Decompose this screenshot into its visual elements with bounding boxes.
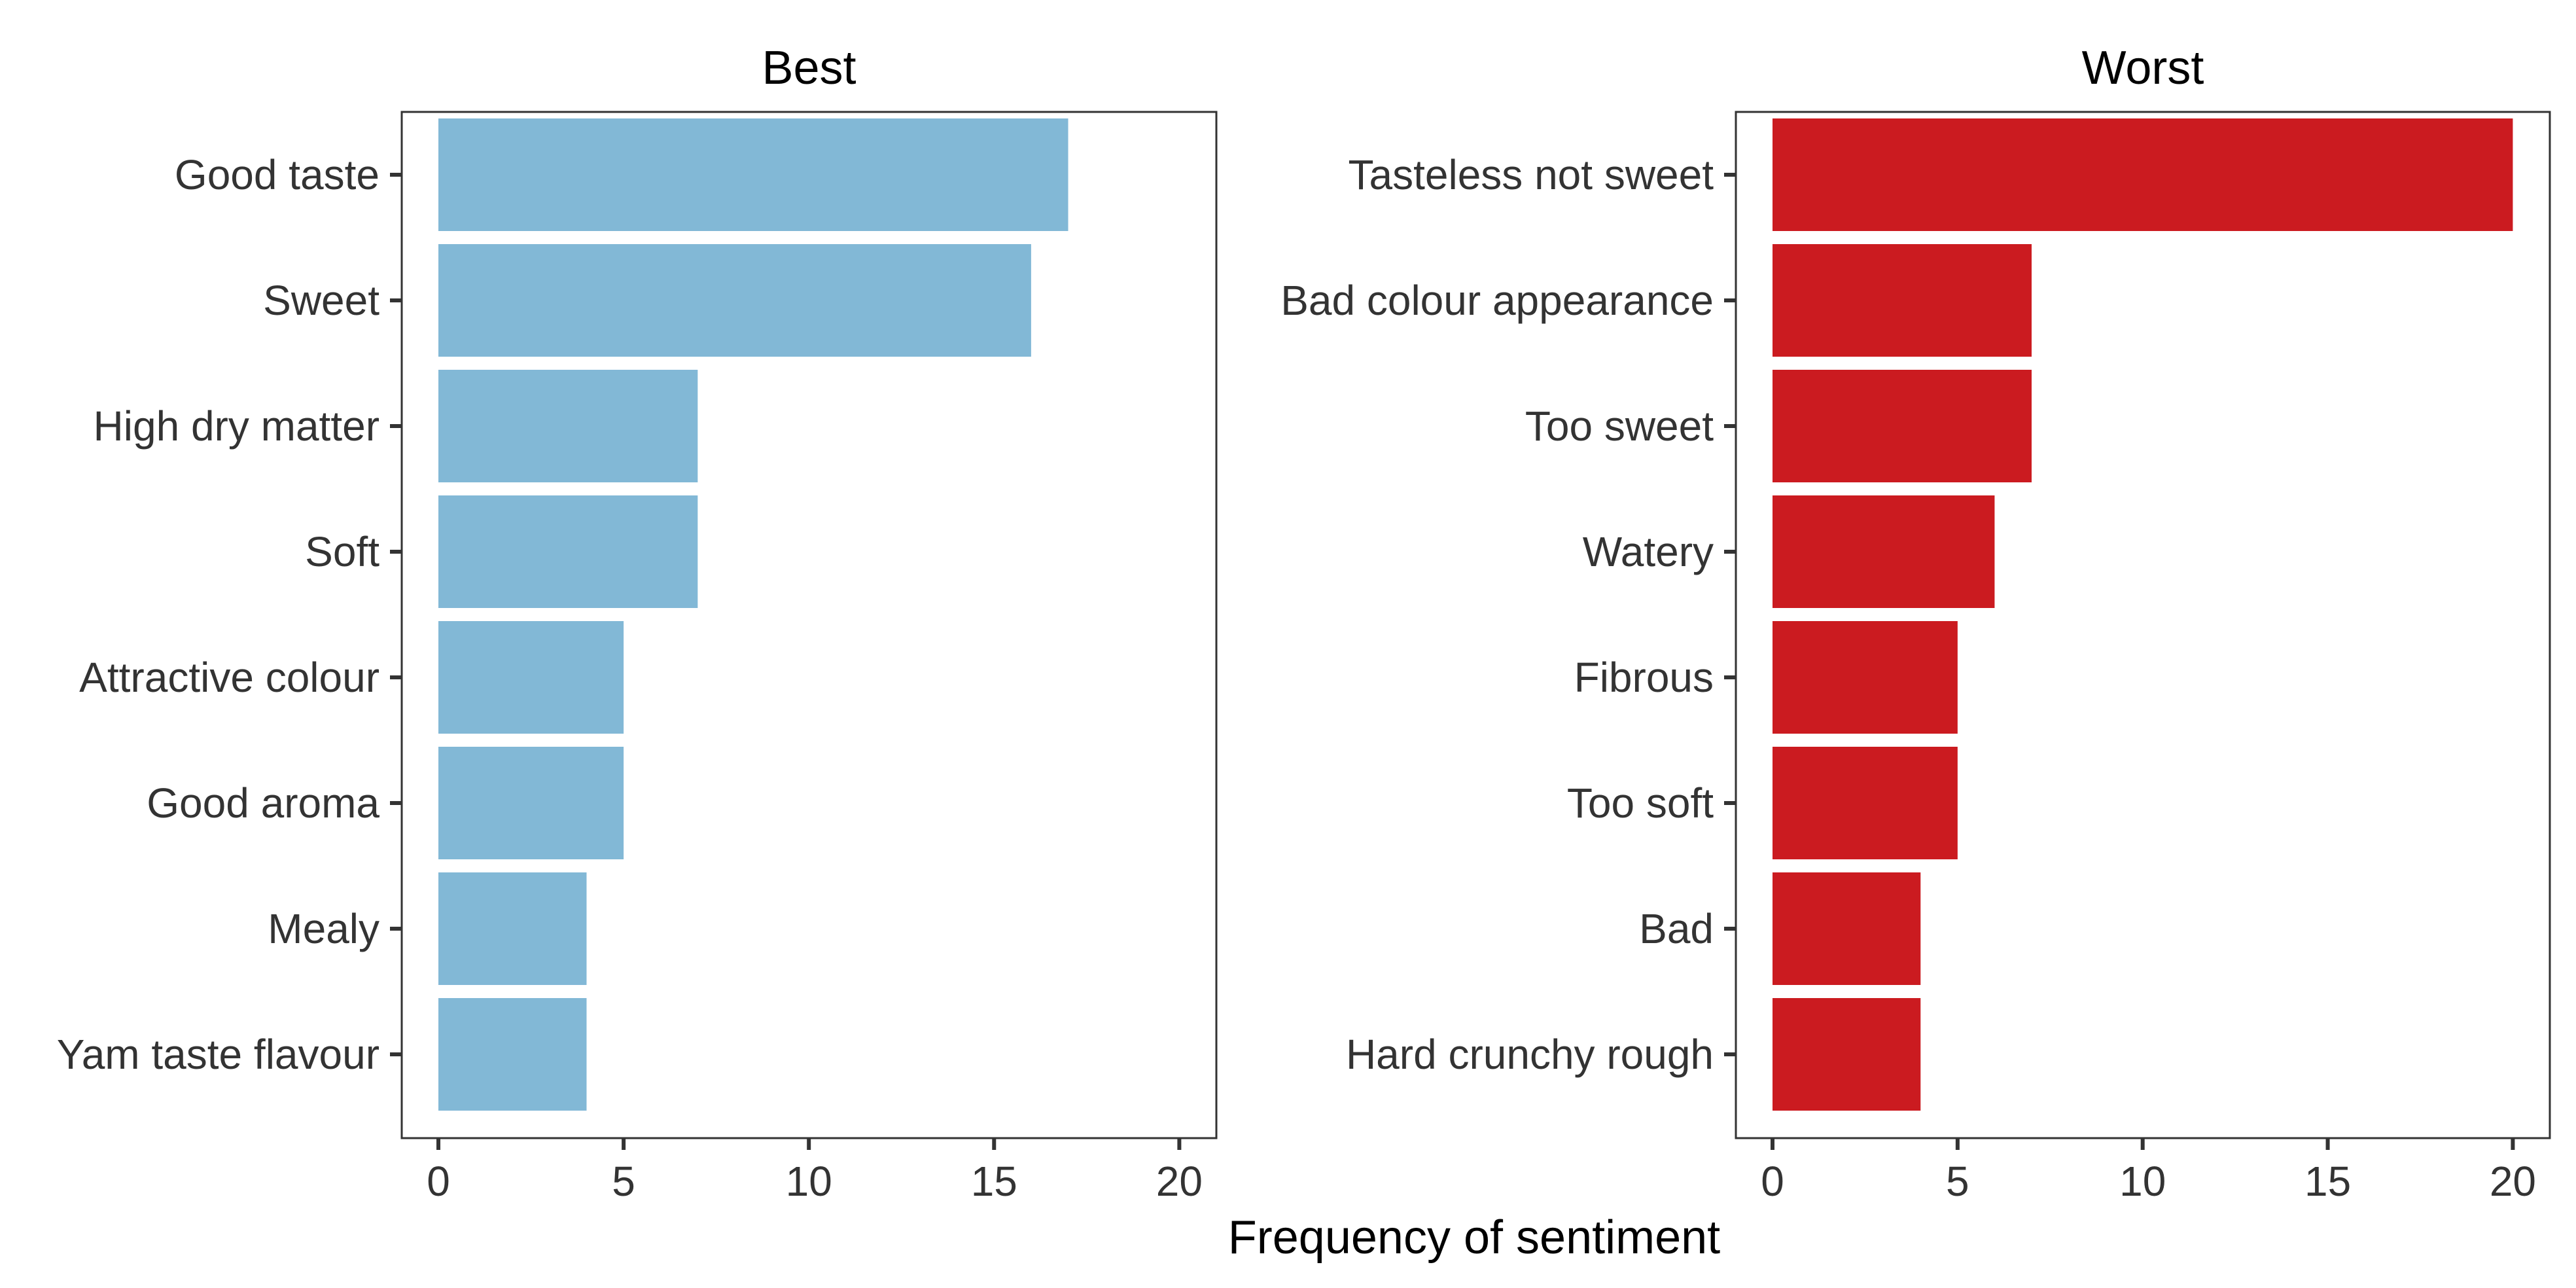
x-tick-label: 20 <box>1156 1158 1203 1205</box>
bar-best-attractive-colour <box>438 621 624 734</box>
category-label-high-dry-matter: High dry matter <box>94 402 379 450</box>
bar-worst-bad-colour-appearance <box>1773 244 2032 357</box>
bar-worst-hard-crunchy-rough <box>1773 998 1921 1111</box>
x-tick-label: 10 <box>786 1158 832 1205</box>
x-tick-label: 15 <box>971 1158 1017 1205</box>
category-label-yam-taste-flavour: Yam taste flavour <box>57 1031 379 1078</box>
bar-worst-tasteless-not-sweet <box>1773 118 2513 231</box>
panel-title-best: Best <box>762 42 856 94</box>
category-label-good-taste: Good taste <box>175 151 379 198</box>
x-tick-label: 15 <box>2304 1158 2351 1205</box>
category-label-bad-colour-appearance: Bad colour appearance <box>1280 277 1714 324</box>
panel-title-worst: Worst <box>2082 42 2204 94</box>
x-tick-label: 10 <box>2119 1158 2166 1205</box>
x-tick-label: 0 <box>1761 1158 1784 1205</box>
bar-best-soft <box>438 495 698 608</box>
bar-best-mealy <box>438 872 587 985</box>
bar-worst-too-soft <box>1773 747 1958 859</box>
category-label-fibrous: Fibrous <box>1574 654 1714 701</box>
x-tick-label: 0 <box>427 1158 450 1205</box>
x-axis-title: Frequency of sentiment <box>1228 1211 1720 1264</box>
x-tick-label: 20 <box>2490 1158 2536 1205</box>
bar-worst-bad <box>1773 872 1921 985</box>
bar-best-good-aroma <box>438 747 624 859</box>
bar-worst-too-sweet <box>1773 370 2032 482</box>
category-label-good-aroma: Good aroma <box>147 779 379 827</box>
bar-worst-fibrous <box>1773 621 1958 734</box>
category-label-bad: Bad <box>1639 905 1714 952</box>
category-label-hard-crunchy-rough: Hard crunchy rough <box>1346 1031 1714 1078</box>
bar-best-good-taste <box>438 118 1068 231</box>
bar-best-yam-taste-flavour <box>438 998 587 1111</box>
category-label-watery: Watery <box>1583 528 1714 575</box>
x-tick-label: 5 <box>1946 1158 1969 1205</box>
bar-best-sweet <box>438 244 1031 357</box>
panel-best: Best Good taste Sweet High dry matter Soft At… <box>57 42 1218 1205</box>
bar-best-high-dry-matter <box>438 370 698 482</box>
x-tick-label: 5 <box>612 1158 635 1205</box>
category-label-too-soft: Too soft <box>1567 779 1714 827</box>
category-label-tasteless-not-sweet: Tasteless not sweet <box>1349 151 1714 198</box>
bar-worst-watery <box>1773 495 1995 608</box>
category-label-sweet: Sweet <box>263 277 379 324</box>
category-label-too-sweet: Too sweet <box>1525 402 1714 450</box>
category-label-mealy: Mealy <box>268 905 379 952</box>
category-label-soft: Soft <box>305 528 379 575</box>
category-label-attractive-colour: Attractive colour <box>79 654 379 701</box>
panel-worst: Worst Tasteless not sweet Bad colour appea… <box>1280 42 2551 1205</box>
